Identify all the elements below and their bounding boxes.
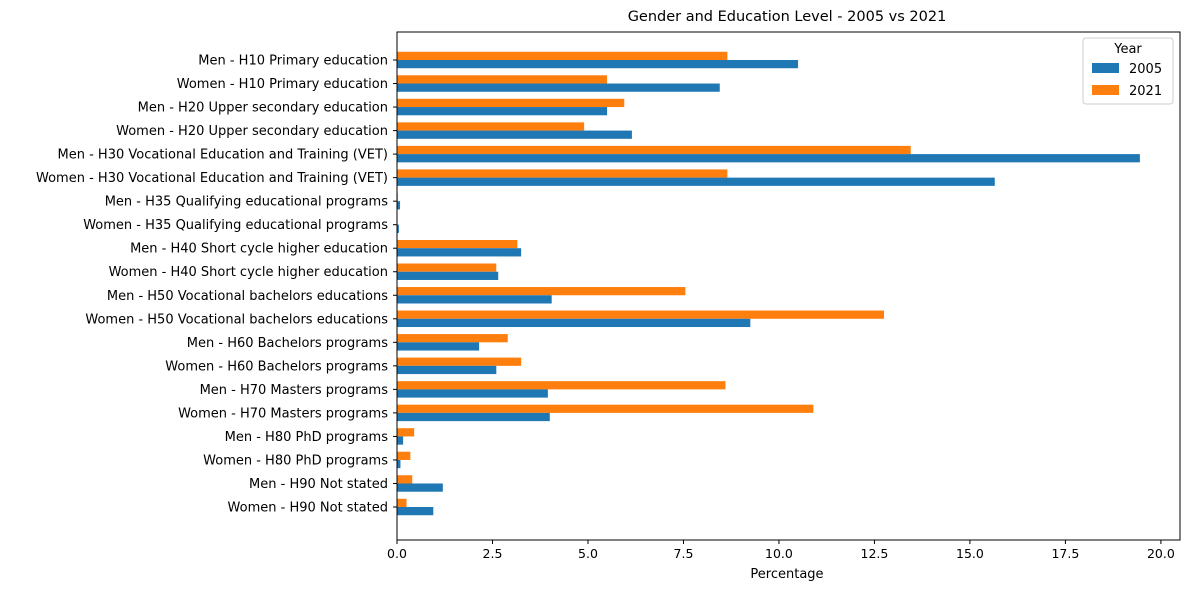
bar-2005 (397, 507, 434, 516)
bar-2021 (397, 451, 411, 460)
legend-entry-2021: 2021 (1129, 84, 1162, 99)
bar-2005 (397, 201, 401, 210)
category-label: Women - H70 Masters programs (178, 406, 388, 421)
bar-2005 (397, 436, 404, 445)
category-label: Women - H10 Primary education (177, 77, 388, 92)
x-tick-label: 5.0 (578, 546, 598, 561)
category-label: Men - H90 Not stated (249, 477, 388, 492)
bar-2021 (397, 498, 407, 507)
bar-2005 (397, 412, 550, 422)
bar-2005 (397, 83, 720, 92)
bars-group (397, 51, 1140, 516)
bar-2021 (397, 122, 585, 131)
legend-title: Year (1113, 42, 1142, 57)
bar-2005 (397, 365, 497, 375)
category-label: Men - H40 Short cycle higher education (130, 242, 388, 257)
category-label: Men - H10 Primary education (198, 54, 388, 69)
bar-2005 (397, 318, 751, 328)
bar-2005 (397, 389, 548, 398)
bar-2021 (397, 381, 726, 390)
bar-2021 (397, 428, 415, 437)
x-tick-label: 2.5 (483, 546, 503, 561)
bar-2005 (397, 295, 552, 304)
bar-2005 (397, 483, 443, 492)
x-tick-label: 20.0 (1147, 546, 1175, 561)
category-label: Women - H90 Not stated (228, 501, 388, 516)
bar-2005 (397, 154, 1140, 163)
bar-2021 (397, 145, 911, 155)
x-tick-label: 7.5 (674, 546, 694, 561)
bar-2021 (397, 75, 608, 84)
category-label: Women - H60 Bachelors programs (165, 359, 388, 374)
bar-2005 (397, 459, 401, 469)
x-tick-label: 17.5 (1051, 546, 1079, 561)
bar-2005 (397, 224, 399, 233)
legend: Year 2005 2021 (1082, 37, 1174, 105)
bar-2021 (397, 169, 728, 178)
legend-swatch-2021 (1092, 85, 1119, 95)
category-label: Men - H20 Upper secondary education (138, 101, 388, 116)
bar-2021 (397, 310, 884, 319)
category-label: Women - H35 Qualifying educational progr… (83, 218, 388, 233)
bar-2005 (397, 107, 608, 116)
bar-2021 (397, 51, 728, 60)
bar-2021 (397, 475, 413, 484)
bar-2021 (397, 263, 497, 272)
bar-2021 (397, 287, 686, 296)
category-label: Women - H80 PhD programs (203, 453, 388, 468)
category-label: Men - H50 Vocational bachelors education… (107, 289, 388, 304)
bar-2005 (397, 177, 995, 186)
x-tick-label: 0.0 (387, 546, 407, 561)
x-axis-label: Percentage (750, 567, 823, 582)
legend-swatch-2005 (1092, 63, 1119, 73)
x-axis: 0.0 2.5 5.0 7.5 10.0 12.5 15.0 17.5 20.0 (387, 540, 1175, 561)
bar-2021 (397, 239, 518, 249)
category-label: Women - H40 Short cycle higher education (109, 265, 388, 280)
x-tick-label: 12.5 (861, 546, 889, 561)
category-label: Women - H50 Vocational bachelors educati… (85, 312, 388, 327)
category-label: Men - H70 Masters programs (200, 383, 389, 398)
x-tick-label: 15.0 (956, 546, 984, 561)
category-label: Men - H80 PhD programs (225, 430, 389, 445)
bar-2021 (397, 98, 625, 108)
legend-entry-2005: 2005 (1129, 62, 1162, 77)
bar-2005 (397, 248, 522, 257)
category-label: Women - H20 Upper secondary education (116, 124, 388, 139)
category-label: Women - H30 Vocational Education and Tra… (36, 171, 388, 186)
bar-2005 (397, 271, 499, 280)
bar-2021 (397, 334, 508, 343)
bar-2005 (397, 60, 799, 69)
category-label: Men - H60 Bachelors programs (187, 336, 388, 351)
chart-title: Gender and Education Level - 2005 vs 202… (628, 9, 947, 25)
bar-2021 (397, 357, 522, 366)
x-tick-label: 10.0 (765, 546, 793, 561)
category-label: Men - H30 Vocational Education and Train… (58, 148, 388, 163)
category-label: Men - H35 Qualifying educational program… (105, 195, 389, 210)
bar-2005 (397, 130, 632, 139)
bar-2005 (397, 342, 480, 351)
y-axis: Men - H10 Primary education Women - H10 P… (36, 54, 397, 516)
bar-2021 (397, 404, 814, 413)
plot-frame (396, 31, 1181, 541)
